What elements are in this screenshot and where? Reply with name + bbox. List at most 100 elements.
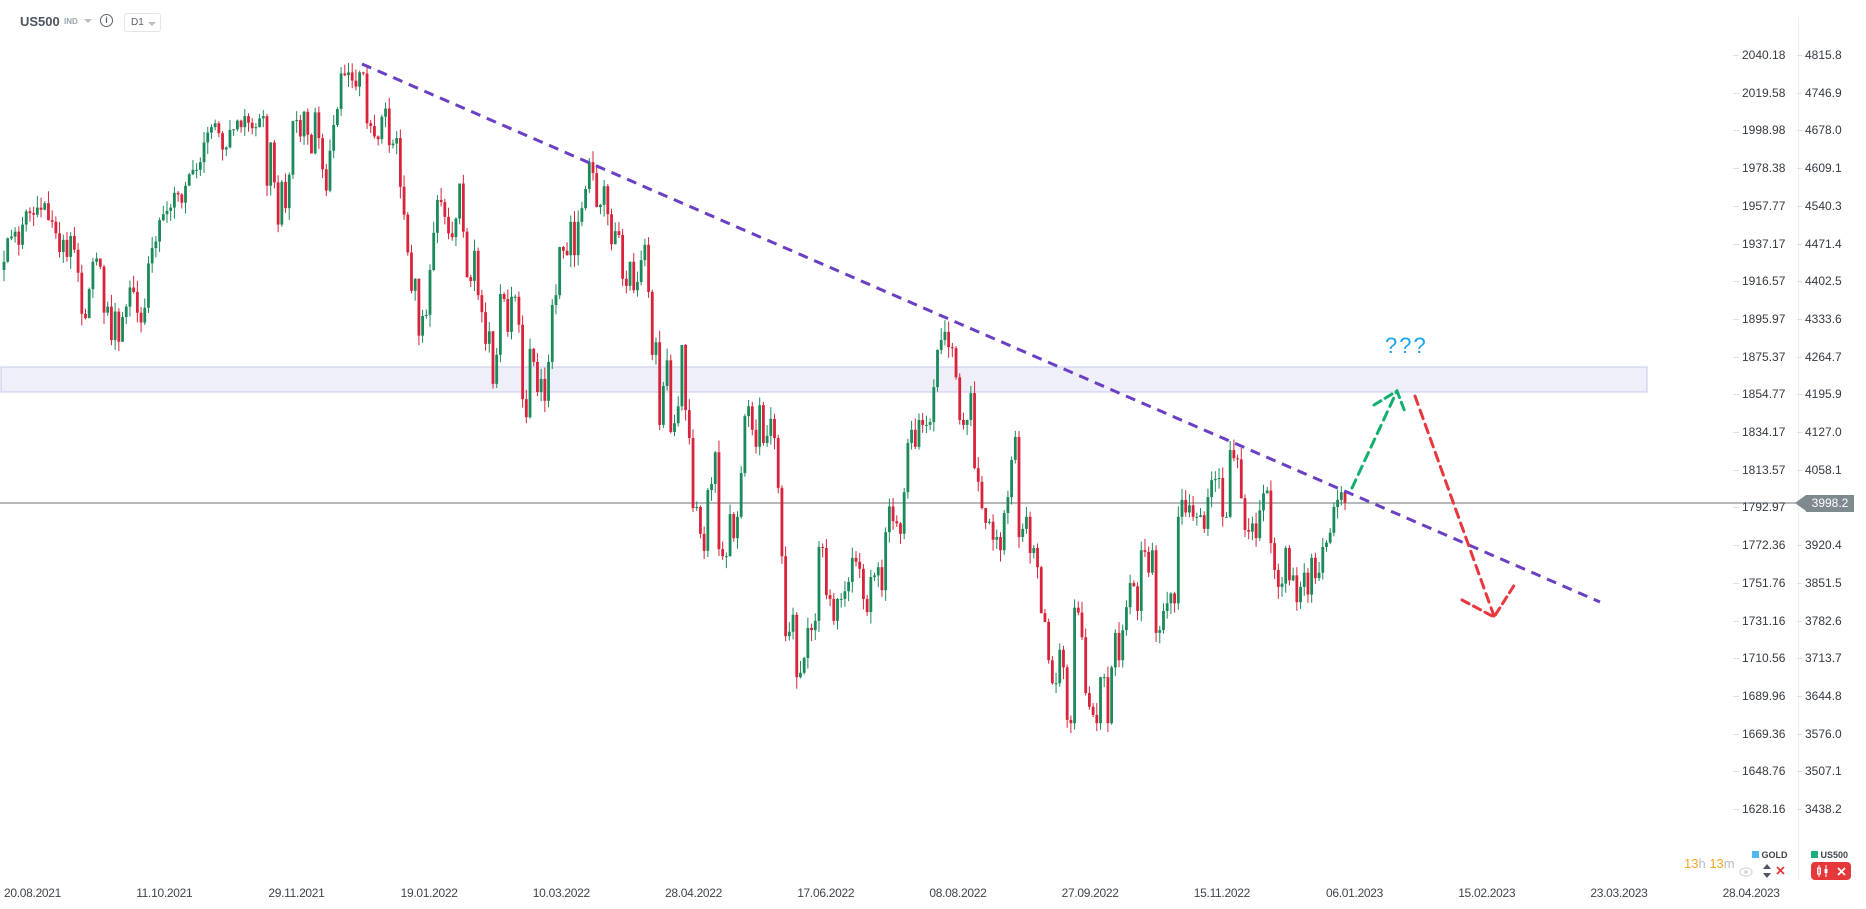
- candle-body[interactable]: [1032, 548, 1036, 553]
- candle-body[interactable]: [1173, 593, 1176, 604]
- candle-body[interactable]: [476, 250, 480, 296]
- candle-body[interactable]: [810, 627, 813, 631]
- candle-body[interactable]: [117, 311, 121, 342]
- candle-body[interactable]: [198, 162, 202, 170]
- candle-body[interactable]: [595, 173, 599, 208]
- candle-body[interactable]: [202, 142, 206, 163]
- candle-body[interactable]: [358, 72, 362, 87]
- candle-body[interactable]: [369, 123, 373, 127]
- candle-body[interactable]: [380, 116, 384, 140]
- candle-body[interactable]: [21, 224, 24, 245]
- candle-body[interactable]: [413, 278, 417, 291]
- remove-gold-icon[interactable]: [1776, 866, 1785, 875]
- candle-body[interactable]: [717, 452, 721, 550]
- candle-body[interactable]: [1328, 532, 1332, 543]
- candle-body[interactable]: [376, 136, 380, 140]
- candle-body[interactable]: [1025, 516, 1028, 529]
- candle-body[interactable]: [1221, 477, 1225, 517]
- candle-body[interactable]: [335, 109, 339, 125]
- candle-body[interactable]: [343, 73, 347, 76]
- candle-body[interactable]: [1247, 529, 1251, 532]
- candle-body[interactable]: [32, 213, 36, 215]
- candle-body[interactable]: [602, 186, 606, 205]
- candle-body[interactable]: [76, 249, 80, 273]
- candle-body[interactable]: [532, 348, 536, 362]
- candle-body[interactable]: [791, 614, 795, 632]
- candle-body[interactable]: [454, 218, 458, 238]
- candle-body[interactable]: [1117, 632, 1121, 661]
- candle-body[interactable]: [1273, 543, 1277, 570]
- candle-body[interactable]: [550, 305, 554, 362]
- candle-body[interactable]: [1095, 714, 1099, 724]
- candle-body[interactable]: [350, 72, 354, 81]
- candle-body[interactable]: [39, 207, 43, 210]
- candle-body[interactable]: [1017, 436, 1021, 538]
- candle-body[interactable]: [780, 487, 784, 557]
- candle-body[interactable]: [469, 277, 473, 281]
- candle-body[interactable]: [895, 521, 899, 524]
- candle-body[interactable]: [1191, 505, 1195, 517]
- candle-body[interactable]: [436, 199, 439, 233]
- candle-body[interactable]: [1228, 450, 1232, 517]
- candle-body[interactable]: [139, 312, 143, 323]
- candle-body[interactable]: [910, 429, 913, 443]
- candle-body[interactable]: [913, 429, 917, 447]
- eye-icon[interactable]: [1739, 866, 1753, 878]
- candle-body[interactable]: [180, 194, 184, 203]
- candle-body[interactable]: [936, 349, 939, 388]
- candle-body[interactable]: [1321, 546, 1325, 573]
- candle-body[interactable]: [1054, 683, 1058, 685]
- resistance-zone[interactable]: [0, 366, 1648, 393]
- candle-body[interactable]: [306, 111, 310, 135]
- candle-body[interactable]: [817, 546, 821, 621]
- candle-body[interactable]: [69, 236, 73, 257]
- candle-body[interactable]: [480, 295, 484, 313]
- candle-body[interactable]: [643, 244, 647, 261]
- candle-body[interactable]: [710, 483, 713, 491]
- candle-body[interactable]: [91, 261, 95, 290]
- candle-body[interactable]: [776, 438, 780, 488]
- candle-body[interactable]: [569, 221, 573, 256]
- candle-body[interactable]: [169, 207, 173, 211]
- candle-body[interactable]: [832, 598, 836, 621]
- candle-body[interactable]: [632, 261, 636, 291]
- candle-body[interactable]: [221, 133, 224, 150]
- candle-body[interactable]: [43, 203, 47, 210]
- candle-body[interactable]: [65, 239, 69, 257]
- candle-body[interactable]: [1028, 516, 1032, 553]
- candle-body[interactable]: [258, 118, 262, 128]
- candle-body[interactable]: [273, 142, 276, 183]
- candle-body[interactable]: [1150, 550, 1154, 573]
- candle-body[interactable]: [1165, 603, 1169, 611]
- candle-body[interactable]: [732, 514, 736, 539]
- candle-body[interactable]: [1284, 548, 1288, 584]
- candle-body[interactable]: [228, 129, 232, 148]
- candle-body[interactable]: [536, 361, 539, 393]
- candle-body[interactable]: [254, 127, 258, 129]
- candle-body[interactable]: [828, 595, 832, 599]
- candle-body[interactable]: [1210, 480, 1214, 498]
- candle-body[interactable]: [943, 331, 947, 341]
- candle-body[interactable]: [1136, 586, 1139, 611]
- candle-body[interactable]: [984, 508, 988, 523]
- candle-body[interactable]: [799, 672, 802, 678]
- candle-body[interactable]: [661, 386, 665, 425]
- candle-body[interactable]: [1250, 523, 1254, 532]
- candle-body[interactable]: [524, 399, 528, 418]
- candle-body[interactable]: [1299, 586, 1302, 603]
- candle-body[interactable]: [636, 282, 639, 291]
- candle-body[interactable]: [995, 537, 999, 540]
- candle-body[interactable]: [573, 221, 576, 256]
- candle-body[interactable]: [1188, 505, 1191, 513]
- candle-body[interactable]: [128, 287, 132, 307]
- candle-body[interactable]: [1236, 458, 1239, 460]
- candle-body[interactable]: [884, 532, 888, 591]
- candle-body[interactable]: [728, 514, 732, 557]
- bearish-scenario-arrow[interactable]: [1413, 394, 1517, 619]
- candle-body[interactable]: [824, 548, 828, 596]
- candle-body[interactable]: [17, 231, 21, 245]
- candle-body[interactable]: [1291, 575, 1295, 581]
- candle-body[interactable]: [421, 315, 424, 336]
- candle-body[interactable]: [332, 124, 336, 151]
